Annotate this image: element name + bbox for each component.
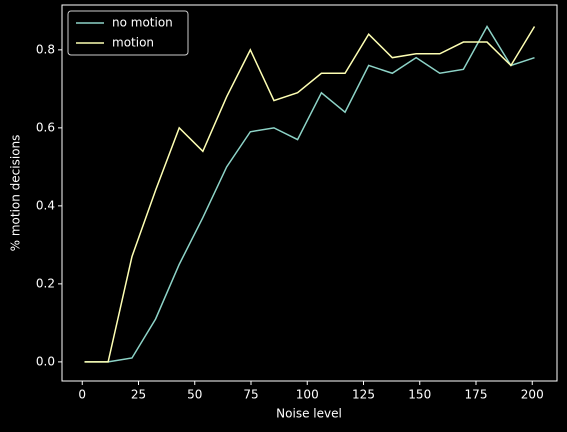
y-tick-label: 0.8: [36, 42, 55, 56]
legend-label: motion: [112, 36, 154, 50]
data-line: [84, 26, 536, 363]
x-tick-label: 125: [352, 388, 375, 402]
plot-frame: [61, 4, 558, 382]
x-axis-label: Noise level: [276, 407, 342, 421]
x-tick-label: 75: [243, 388, 258, 402]
x-tick-label: 100: [296, 388, 319, 402]
legend-label: no motion: [112, 16, 173, 30]
y-tick-label: 0.0: [36, 354, 55, 368]
y-tick-label: 0.6: [36, 120, 55, 134]
y-axis-label: % motion decisions: [9, 135, 23, 252]
data-line: [84, 24, 535, 363]
x-tick-label: 50: [187, 388, 202, 402]
x-tick-label: 200: [521, 388, 544, 402]
legend-box: [67, 10, 189, 56]
x-tick-label: 0: [78, 388, 86, 402]
y-tick-label: 0.2: [36, 276, 55, 290]
x-tick-label: 150: [408, 388, 431, 402]
y-tick-label: 0.4: [36, 198, 55, 212]
x-tick-label: 175: [465, 388, 488, 402]
x-tick-label: 25: [131, 388, 146, 402]
